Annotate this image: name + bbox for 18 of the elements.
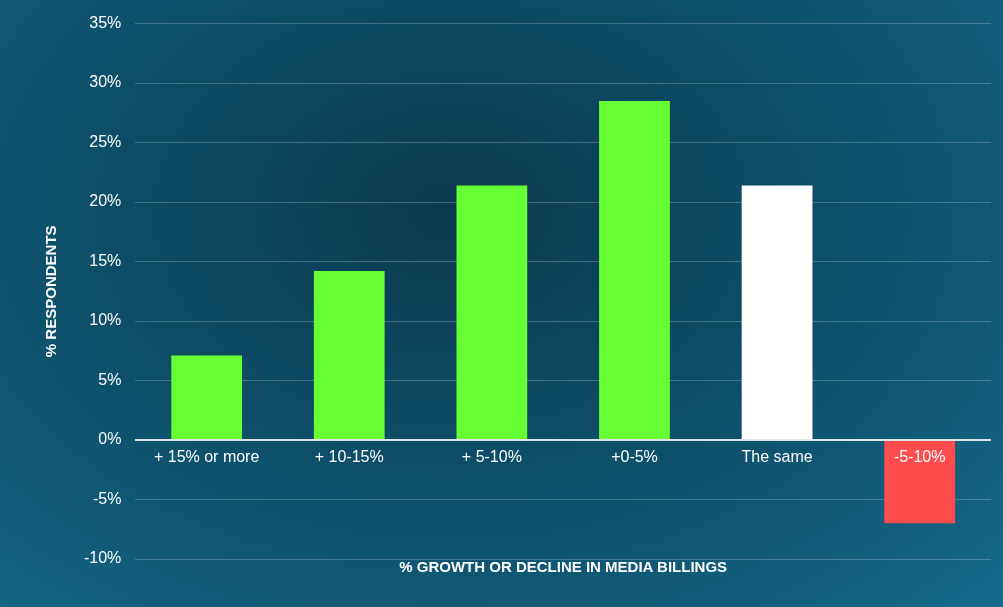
- y-tick-label: 20%: [89, 192, 122, 210]
- x-tick-label: + 10-15%: [314, 448, 384, 466]
- x-tick-label: -5-10%: [893, 448, 946, 466]
- y-tick-label: 10%: [89, 311, 122, 329]
- y-tick-label: 30%: [89, 73, 122, 91]
- y-tick-label: -10%: [83, 549, 122, 567]
- x-tick-label: + 15% or more: [153, 448, 260, 466]
- y-tick-label: 0%: [98, 430, 122, 448]
- y-tick-label: -5%: [92, 489, 122, 507]
- x-tick-label: +0-5%: [611, 448, 658, 466]
- y-tick-label: 25%: [89, 132, 122, 150]
- y-axis-title: % RESPONDENTS: [42, 225, 60, 358]
- y-tick-label: 5%: [98, 370, 122, 388]
- x-axis-title: % GROWTH OR DECLINE IN MEDIA BILLINGS: [399, 558, 728, 576]
- y-tick-label: 35%: [89, 14, 122, 32]
- x-tick-label: + 5-10%: [461, 448, 522, 466]
- x-tick-label: The same: [741, 448, 813, 466]
- y-tick-label: 15%: [89, 251, 122, 269]
